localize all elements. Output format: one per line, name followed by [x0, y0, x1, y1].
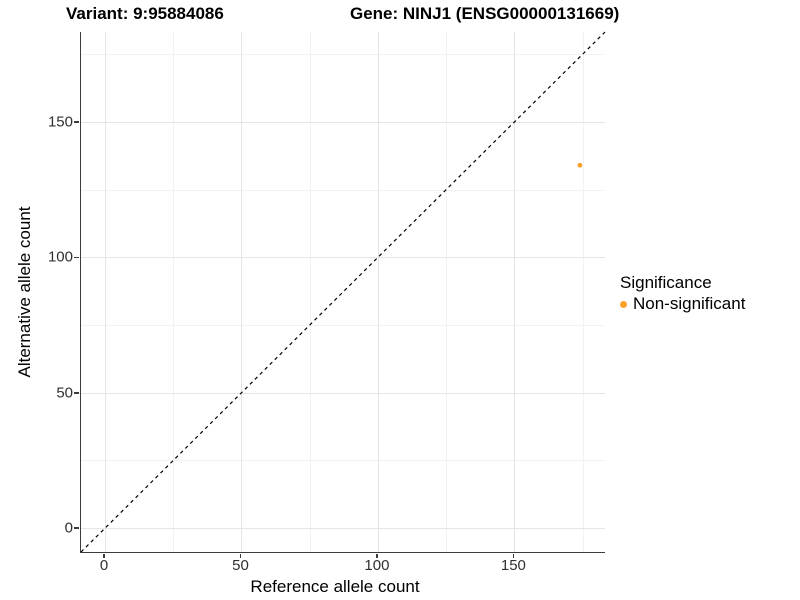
plot-title-gene: Gene: NINJ1 (ENSG00000131669) — [350, 4, 620, 23]
plot-title-variant: Variant: 9:95884086 — [66, 4, 224, 23]
x-tick-mark — [103, 553, 105, 558]
y-tick-label: 150 — [47, 113, 73, 131]
panel-canvas — [80, 31, 606, 553]
identity-dashed-line — [80, 31, 606, 553]
data-point — [577, 162, 583, 168]
x-tick-label: 150 — [500, 557, 526, 574]
y-tick-mark — [74, 256, 79, 259]
legend-item: Non-significant — [620, 295, 745, 313]
legend-point-icon — [620, 300, 627, 308]
legend: Significance Non-significant — [620, 273, 745, 313]
y-tick-mark — [74, 121, 79, 123]
x-axis-title: Reference allele count — [250, 577, 420, 596]
x-tick-mark — [512, 553, 515, 558]
x-tick-label: 100 — [364, 557, 390, 574]
y-tick-mark — [74, 527, 79, 529]
x-tick-mark — [239, 553, 242, 558]
legend-title: Significance — [620, 273, 712, 292]
y-tick-label: 0 — [64, 519, 73, 537]
y-axis-title: Alternative allele count — [15, 206, 34, 378]
y-tick-label: 50 — [56, 384, 73, 402]
y-tick-label: 100 — [47, 248, 73, 266]
legend-item-label: Non-significant — [633, 294, 746, 313]
legend-items: Non-significant — [620, 295, 745, 313]
x-tick-label: 50 — [232, 557, 249, 574]
y-tick-mark — [74, 392, 79, 394]
x-tick-mark — [376, 553, 378, 558]
plot-panel — [80, 31, 606, 553]
x-tick-label: 0 — [99, 557, 109, 574]
